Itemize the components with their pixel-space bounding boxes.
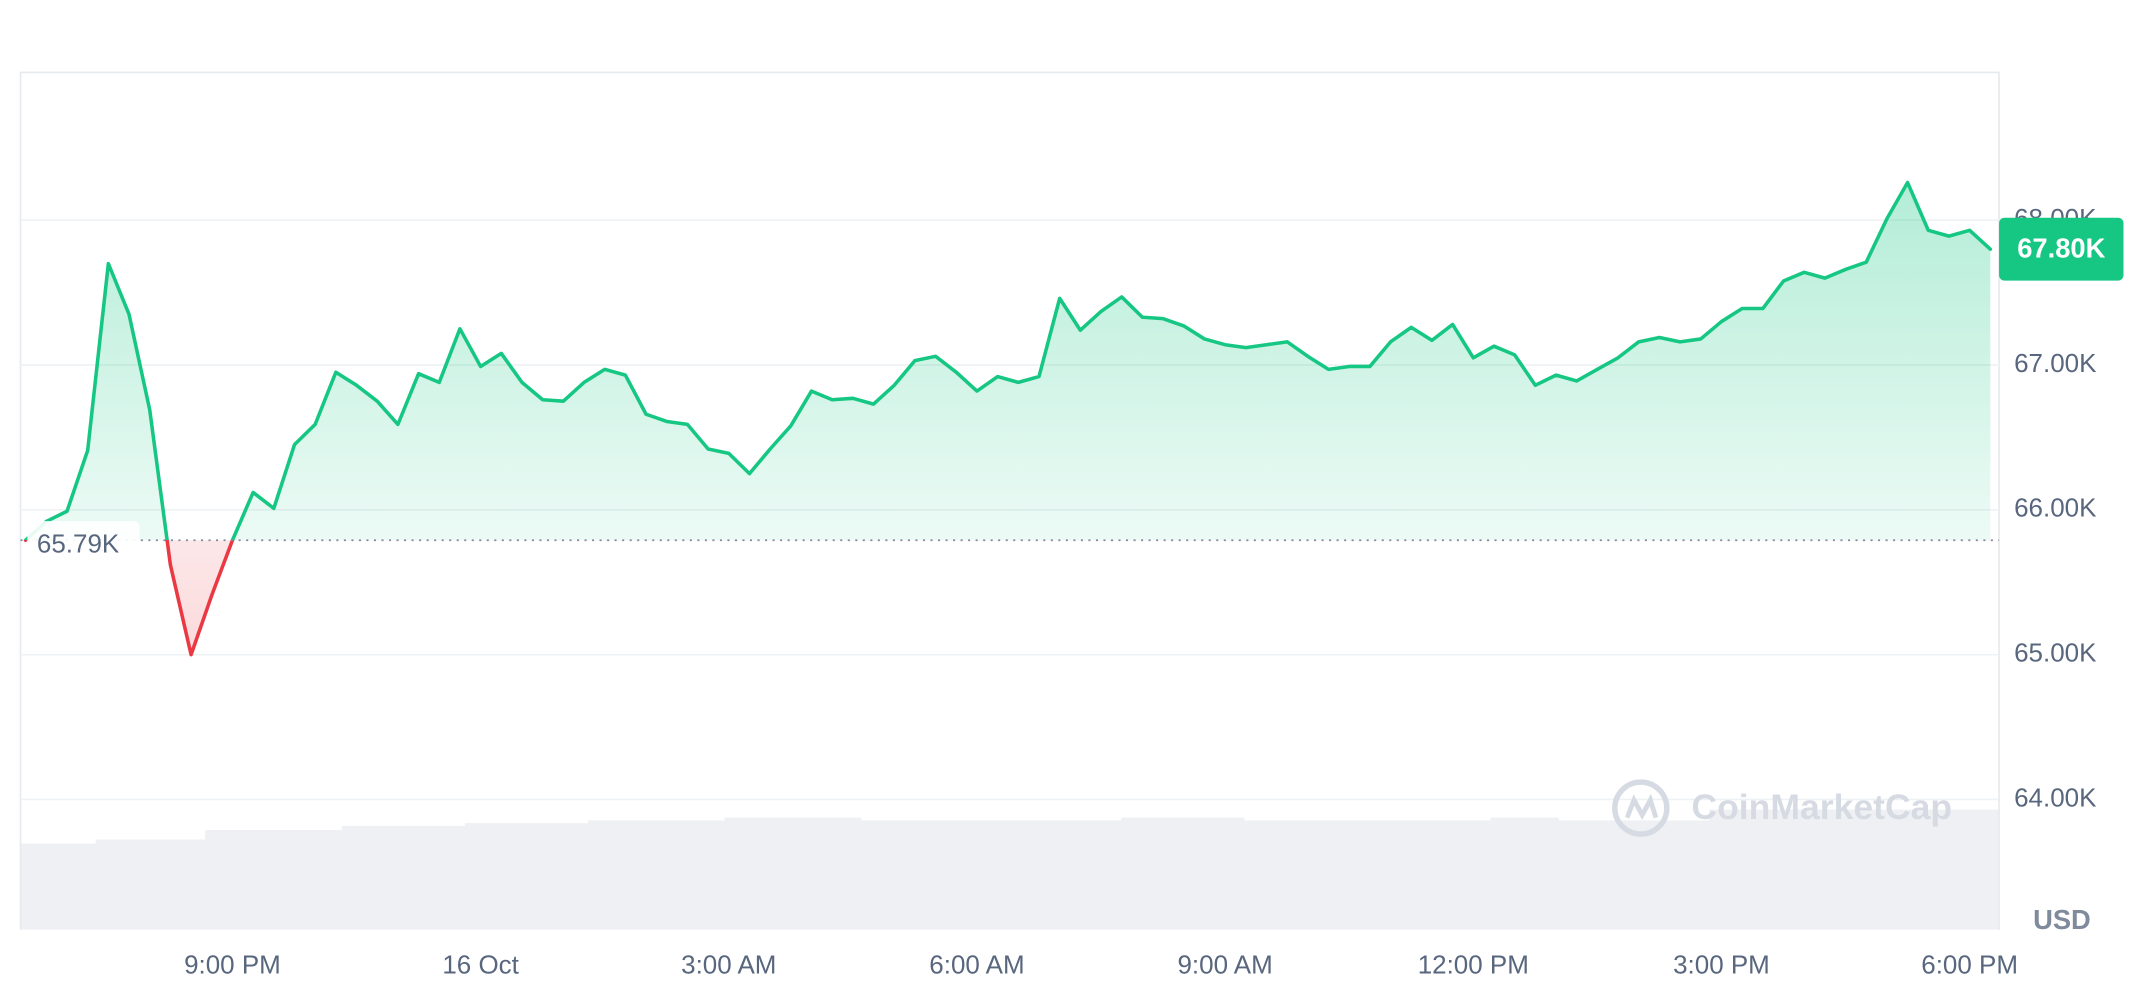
- watermark-logo-mark: [1624, 793, 1659, 820]
- x-tick-label: 9:00 AM: [1177, 950, 1272, 980]
- watermark-logo: [1612, 779, 1670, 837]
- overlay-layer: 65.79K 67.80K: [20, 217, 2124, 560]
- x-tick-label: 6:00 AM: [929, 950, 1024, 980]
- series-layer: [23, 180, 1993, 657]
- x-tick-label: 12:00 PM: [1418, 950, 1529, 980]
- x-tick-label: 3:00 AM: [681, 950, 776, 980]
- y-tick-label: 64.00K: [2014, 782, 2097, 812]
- price-line: [23, 180, 1993, 657]
- x-tick-label: 16 Oct: [442, 950, 519, 980]
- y-tick-label: 66.00K: [2014, 493, 2097, 523]
- x-tick-label: 9:00 PM: [184, 950, 281, 980]
- last-price-label: 67.80K: [2017, 233, 2105, 264]
- plot-frame: [19, 71, 2000, 930]
- y-tick-label: 67.00K: [2014, 348, 2097, 378]
- volume-backdrop: [20, 809, 2000, 930]
- y-tick-label: 65.00K: [2014, 638, 2097, 668]
- area: [25, 182, 1991, 655]
- last-price-badge: [1999, 217, 2124, 281]
- y-axis-label: USD: [2033, 904, 2091, 935]
- x-tick-label: 6:00 PM: [1921, 950, 2018, 980]
- baseline-label-box: [27, 521, 140, 560]
- watermark-text: CoinMarketCap: [1691, 787, 1952, 827]
- watermark: CoinMarketCap: [1612, 779, 1952, 837]
- x-tick-label: 3:00 PM: [1673, 950, 1770, 980]
- baseline-label: 65.79K: [37, 529, 120, 559]
